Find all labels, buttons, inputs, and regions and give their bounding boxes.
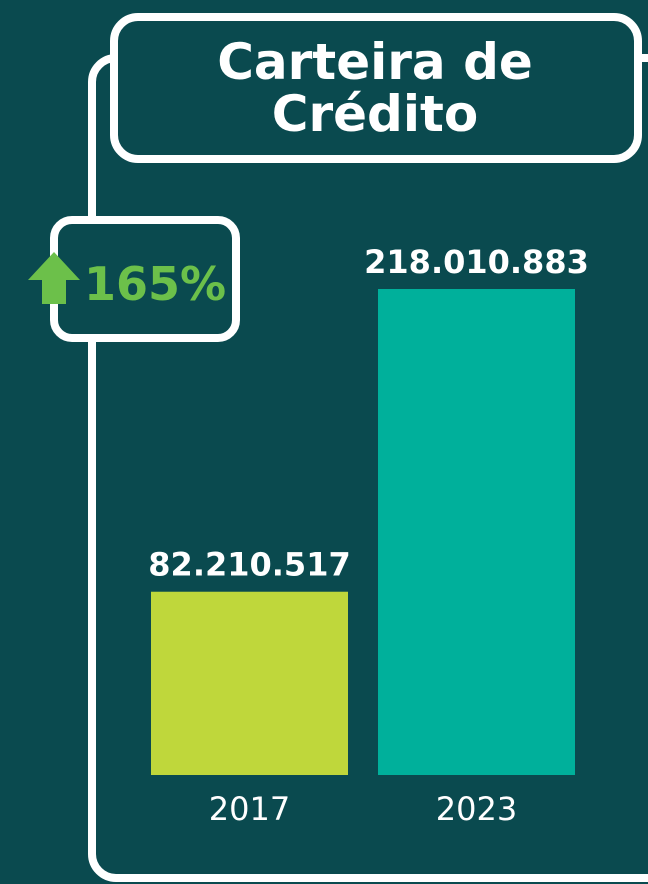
chart-title: Carteira de Crédito [217,32,533,143]
title-box [110,13,642,163]
bar [151,591,348,775]
annotation: 165% [84,257,226,311]
value-label: 218.010.883 [364,243,589,281]
value-label: 82.210.517 [148,546,350,584]
up-arrow [28,252,80,304]
x-tick-label: 2023 [436,790,517,828]
bar [378,289,575,775]
x-tick-label: 2017 [209,790,290,828]
